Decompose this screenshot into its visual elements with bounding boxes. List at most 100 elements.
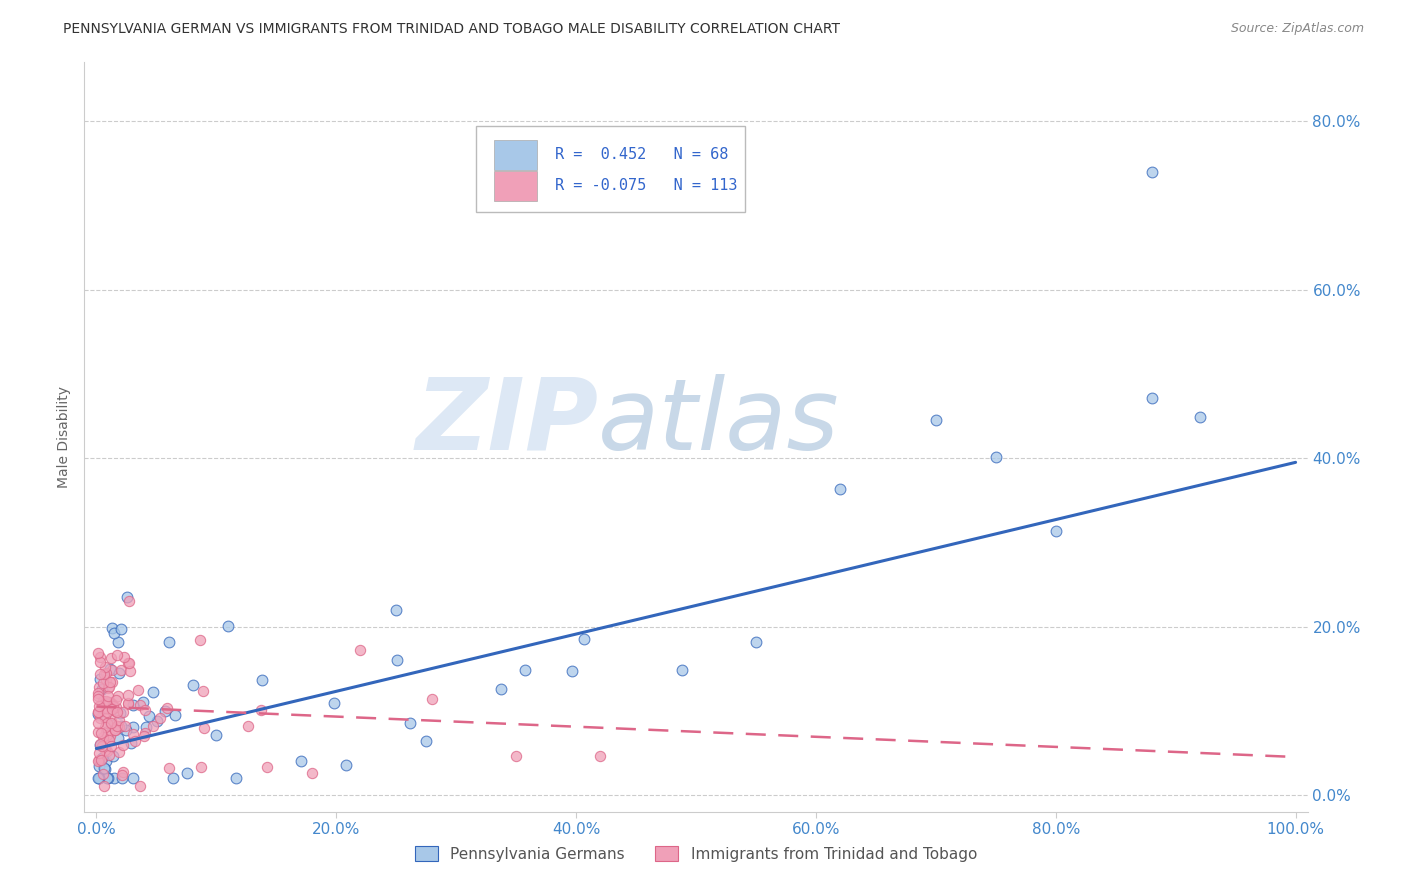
Point [110,663,132,677]
Point [108,713,131,727]
Point [91,730,114,744]
Point [94,673,117,687]
Point [217,619,239,633]
Point [129,698,152,712]
Point [105,705,128,719]
Point [100,718,122,732]
Point [89,672,111,686]
Point [114,650,136,665]
Point [93,743,115,757]
Point [515,663,537,677]
Point [87,698,110,713]
Point [87,680,110,694]
Point [104,723,127,737]
Point [745,635,768,649]
Point [103,771,125,785]
Point [100,713,122,727]
Point [89,655,111,669]
Point [97,681,120,695]
Point [107,689,129,703]
Point [111,705,134,719]
Point [323,696,346,710]
Point [112,738,135,752]
Point [110,622,132,636]
Point [118,656,141,670]
Point [98,697,121,711]
Point [385,653,408,667]
Point [114,719,136,733]
Point [107,666,129,681]
Point [193,721,215,735]
Point [94,660,117,674]
Point [101,699,124,714]
Point [93,780,115,794]
Point [117,696,139,710]
Point [117,689,139,703]
Y-axis label: Male Disability: Male Disability [58,386,72,488]
Point [589,748,612,763]
Point [104,723,127,737]
Point [100,650,122,665]
Point [104,692,127,706]
Point [1188,410,1211,425]
Point [97,690,120,704]
Point [335,757,357,772]
Point [93,767,115,781]
Point [98,674,121,689]
Point [828,482,851,496]
Point [107,731,129,746]
Point [505,749,527,764]
Point [121,720,143,734]
Point [108,720,131,734]
Point [105,704,128,718]
Point [156,701,179,715]
Point [1140,165,1163,179]
Point [134,729,156,743]
Point [572,632,595,646]
Point [107,745,129,759]
Point [134,726,156,740]
Point [415,734,437,748]
Point [925,413,948,427]
Point [103,748,125,763]
Point [89,753,111,767]
Point [1045,524,1067,538]
Point [420,691,443,706]
Point [87,705,110,719]
Point [129,779,152,793]
Point [105,648,128,663]
Text: Source: ZipAtlas.com: Source: ZipAtlas.com [1230,22,1364,36]
Point [142,684,165,698]
Point [104,699,127,714]
Point [176,766,198,780]
Point [103,625,125,640]
Point [96,744,118,758]
Point [97,771,120,785]
Point [157,635,180,649]
Point [89,650,111,665]
Point [93,761,115,775]
Point [101,702,124,716]
Point [111,771,134,785]
Point [100,739,122,753]
Point [86,646,108,660]
Point [93,701,115,715]
Point [94,754,117,768]
Point [100,716,122,731]
Point [120,736,142,750]
Point [118,664,141,678]
Point [93,666,115,681]
Point [100,696,122,710]
Point [301,765,323,780]
Point [98,747,121,762]
Point [94,762,117,776]
Point [98,733,121,747]
Point [91,696,114,710]
Point [984,450,1007,465]
Point [117,697,139,711]
Point [124,734,146,748]
Point [87,690,110,704]
Point [190,760,212,774]
Point [110,719,132,733]
Point [101,663,124,677]
